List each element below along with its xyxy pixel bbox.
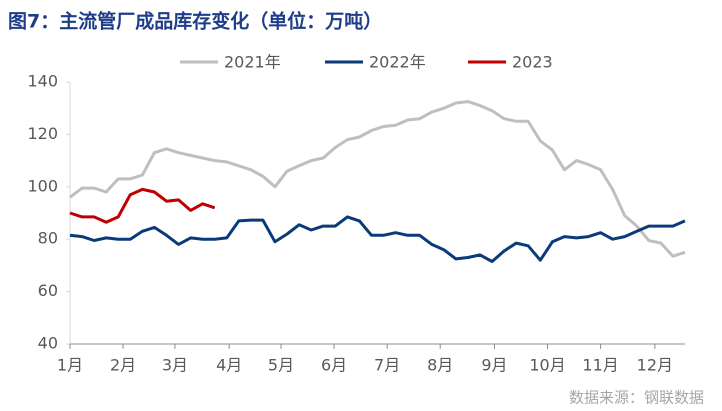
x-tick-label: 6月 <box>321 356 347 375</box>
x-tick-label: 9月 <box>481 356 507 375</box>
x-tick-label: 5月 <box>268 356 294 375</box>
chart-title: 图7：主流管厂成品库存变化（单位：万吨） <box>8 10 382 33</box>
x-tick-label: 3月 <box>162 356 188 375</box>
x-tick-label: 12月 <box>637 356 673 375</box>
x-tick-label: 1月 <box>57 356 83 375</box>
legend-label: 2023 <box>512 53 553 72</box>
y-tick-label: 120 <box>27 124 58 143</box>
y-tick-label: 40 <box>38 334 58 353</box>
y-tick-label: 100 <box>27 176 58 195</box>
legend-label: 2021年 <box>224 53 281 72</box>
y-tick-label: 80 <box>38 229 58 248</box>
series-line <box>69 100 686 258</box>
x-tick-label: 10月 <box>529 356 565 375</box>
series-line <box>69 215 686 263</box>
y-tick-label: 60 <box>38 281 58 300</box>
x-tick-label: 11月 <box>582 356 618 375</box>
x-tick-label: 7月 <box>374 356 400 375</box>
series-line <box>69 187 216 224</box>
x-tick-label: 8月 <box>427 356 453 375</box>
y-tick-label: 140 <box>27 72 58 91</box>
source-note: 数据来源：钢联数据 <box>569 389 704 407</box>
legend-label: 2022年 <box>369 53 426 72</box>
x-tick-label: 2月 <box>110 356 136 375</box>
x-tick-label: 4月 <box>216 356 242 375</box>
